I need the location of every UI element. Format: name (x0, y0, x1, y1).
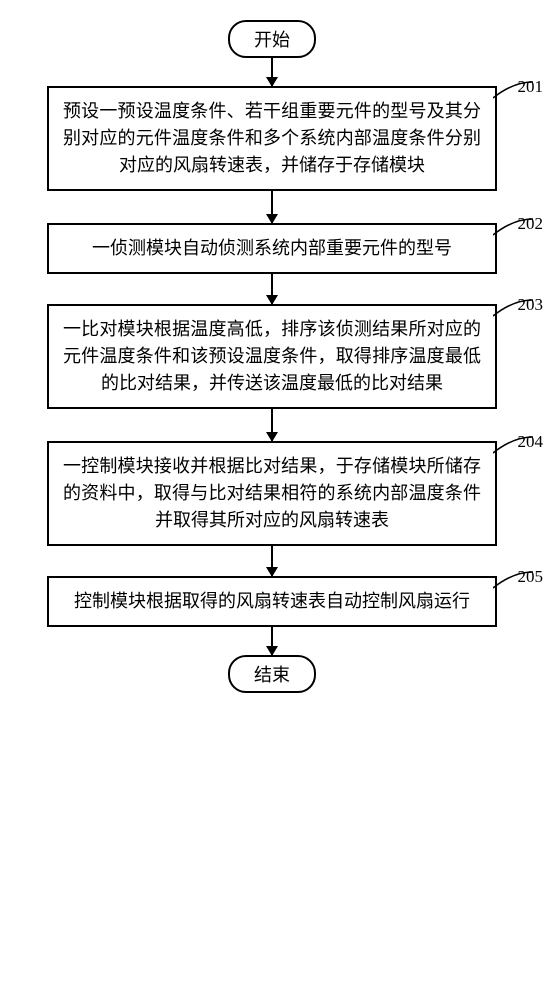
step-203: 203 一比对模块根据温度高低，排序该侦测结果所对应的元件温度条件和该预设温度条… (47, 304, 497, 409)
step-id-label: 203 (518, 292, 544, 318)
start-terminal: 开始 (228, 20, 316, 58)
start-label: 开始 (254, 30, 290, 50)
step-202: 202 一侦测模块自动侦测系统内部重要元件的型号 (47, 223, 497, 274)
arrow (271, 409, 273, 441)
step-204: 204 一控制模块接收并根据比对结果，于存储模块所储存的资料中，取得与比对结果相… (47, 441, 497, 546)
step-id-label: 205 (518, 564, 544, 590)
step-text: 控制模块根据取得的风扇转速表自动控制风扇运行 (74, 591, 470, 611)
step-204-wrap: 204 一控制模块接收并根据比对结果，于存储模块所储存的资料中，取得与比对结果相… (47, 441, 497, 546)
step-text: 一侦测模块自动侦测系统内部重要元件的型号 (92, 238, 452, 258)
arrow (271, 627, 273, 655)
step-id-label: 202 (518, 211, 544, 237)
step-id-label: 201 (518, 74, 544, 100)
step-id-label: 204 (518, 429, 544, 455)
step-text: 一控制模块接收并根据比对结果，于存储模块所储存的资料中，取得与比对结果相符的系统… (63, 456, 481, 530)
arrow (271, 58, 273, 86)
end-label: 结束 (254, 665, 290, 685)
end-terminal: 结束 (228, 655, 316, 693)
step-205-wrap: 205 控制模块根据取得的风扇转速表自动控制风扇运行 (47, 576, 497, 627)
arrow (271, 274, 273, 304)
flowchart-container: 开始 201 预设一预设温度条件、若干组重要元件的型号及其分别对应的元件温度条件… (30, 20, 514, 693)
step-201: 201 预设一预设温度条件、若干组重要元件的型号及其分别对应的元件温度条件和多个… (47, 86, 497, 191)
arrow (271, 191, 273, 223)
step-205: 205 控制模块根据取得的风扇转速表自动控制风扇运行 (47, 576, 497, 627)
step-text: 一比对模块根据温度高低，排序该侦测结果所对应的元件温度条件和该预设温度条件，取得… (63, 319, 481, 393)
step-203-wrap: 203 一比对模块根据温度高低，排序该侦测结果所对应的元件温度条件和该预设温度条… (47, 304, 497, 409)
step-201-wrap: 201 预设一预设温度条件、若干组重要元件的型号及其分别对应的元件温度条件和多个… (47, 86, 497, 191)
step-202-wrap: 202 一侦测模块自动侦测系统内部重要元件的型号 (47, 223, 497, 274)
arrow (271, 546, 273, 576)
step-text: 预设一预设温度条件、若干组重要元件的型号及其分别对应的元件温度条件和多个系统内部… (63, 101, 481, 175)
